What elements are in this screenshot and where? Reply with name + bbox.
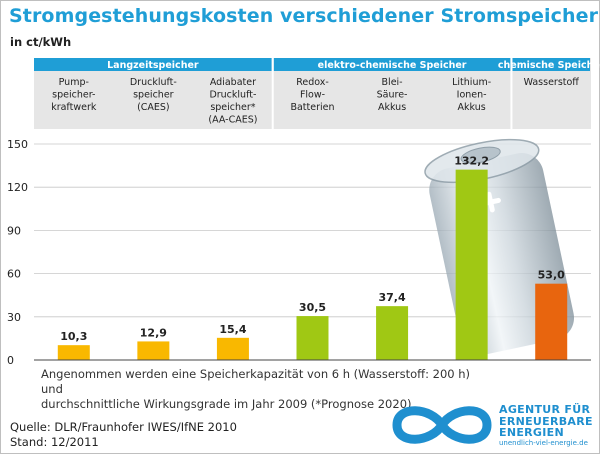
bar xyxy=(216,337,249,360)
category-label: Blei- Säure-Akkus xyxy=(377,77,408,113)
logo: AGENTUR FÜR ERNEUERBARE ENERGIEN unendli… xyxy=(387,399,597,451)
category-label-line: (AA-CAES) xyxy=(208,115,257,126)
unit-label: in ct/kWh xyxy=(10,35,72,49)
category-label-line: Lithium- xyxy=(452,77,491,88)
group-header-bg xyxy=(273,58,511,71)
infinity-logo-icon xyxy=(392,406,492,444)
category-label-line: kraftwerk xyxy=(51,102,97,113)
source-block: Quelle: DLR/Fraunhofer IWES/IfNE 2010 St… xyxy=(10,420,237,450)
bar-value-label: 37,4 xyxy=(379,291,406,304)
category-label-line: Blei- xyxy=(382,77,403,88)
source-text: Quelle: DLR/Fraunhofer IWES/IfNE 2010 xyxy=(10,420,237,434)
category-label: Adiabater Druckluft-speicher* (AA-CAES) xyxy=(208,77,257,126)
date-text: Stand: 12/2011 xyxy=(10,435,99,449)
y-tick-label: 150 xyxy=(7,138,28,151)
y-tick-label: 0 xyxy=(7,354,14,367)
category-label-line: Wasserstoff xyxy=(524,77,580,88)
group-header-label: Langzeitspeicher xyxy=(107,60,199,71)
category-label-line: Adiabater xyxy=(210,77,256,88)
group-header-bg xyxy=(512,58,590,71)
category-label-line: Akkus xyxy=(458,102,486,113)
category-label-line: Ionen- xyxy=(457,90,487,101)
category-label-line: (CAES) xyxy=(137,102,170,113)
logo-wordmark: AGENTUR FÜR ERNEUERBARE ENERGIEN xyxy=(499,404,593,439)
footnote: Angenommen werden eine Speicherkapazität… xyxy=(41,367,481,412)
category-label-line: Druckluft- xyxy=(209,90,256,101)
category-label-line: speicher xyxy=(133,90,174,101)
bar xyxy=(57,345,90,360)
y-tick-label: 60 xyxy=(7,268,21,281)
bar xyxy=(296,316,329,360)
y-tick-label: 120 xyxy=(7,181,28,194)
group-header-label: chemische Speicher xyxy=(498,60,600,71)
bar xyxy=(376,306,409,360)
bar-value-label: 12,9 xyxy=(140,326,167,339)
group-header-label: elektro-chemische Speicher xyxy=(318,60,467,71)
battery-terminal xyxy=(460,146,501,164)
bar xyxy=(137,341,170,360)
category-label: Lithium- Ionen-Akkus xyxy=(452,77,491,113)
category-label: Druckluft-speicher (CAES) xyxy=(130,77,177,113)
bar-value-label: 15,4 xyxy=(219,323,246,336)
group-header-bg xyxy=(34,58,272,71)
bar xyxy=(535,283,568,360)
footnote-line-1: Angenommen werden eine Speicherkapazität… xyxy=(41,367,471,396)
category-label: Pump-speicher-kraftwerk xyxy=(51,77,97,113)
logo-url: unendlich-viel-energie.de xyxy=(499,439,588,447)
bar-value-label: 10,3 xyxy=(60,330,87,343)
y-tick-label: 90 xyxy=(7,224,21,237)
page-title: Stromgestehungskosten verschiedener Stro… xyxy=(9,5,599,27)
logo-line-2: ERNEUERBARE xyxy=(499,414,593,428)
bar-value-label: 132,2 xyxy=(454,155,489,168)
logo-line-1: AGENTUR FÜR xyxy=(499,403,591,416)
footnote-line-2: durchschnittliche Wirkungsgrade im Jahr … xyxy=(41,397,416,411)
category-label-line: Druckluft- xyxy=(130,77,177,88)
category-label-line: Batterien xyxy=(290,102,334,113)
category-label-line: Akkus xyxy=(378,102,406,113)
category-label-line: speicher* xyxy=(210,102,255,113)
category-label-line: Redox- xyxy=(296,77,329,88)
category-label-line: Säure- xyxy=(377,90,408,101)
category-label: Wasserstoff xyxy=(524,77,580,88)
category-label-line: speicher- xyxy=(52,90,95,101)
y-tick-label: 30 xyxy=(7,311,21,324)
bar xyxy=(455,169,488,360)
bar-value-label: 30,5 xyxy=(299,301,326,314)
category-label: Redox- Flow-Batterien xyxy=(290,77,334,113)
bar-value-label: 53,0 xyxy=(538,269,565,282)
category-label-line: Pump- xyxy=(59,77,89,88)
logo-line-3: ENERGIEN xyxy=(499,426,564,439)
category-label-line: Flow- xyxy=(300,90,325,101)
